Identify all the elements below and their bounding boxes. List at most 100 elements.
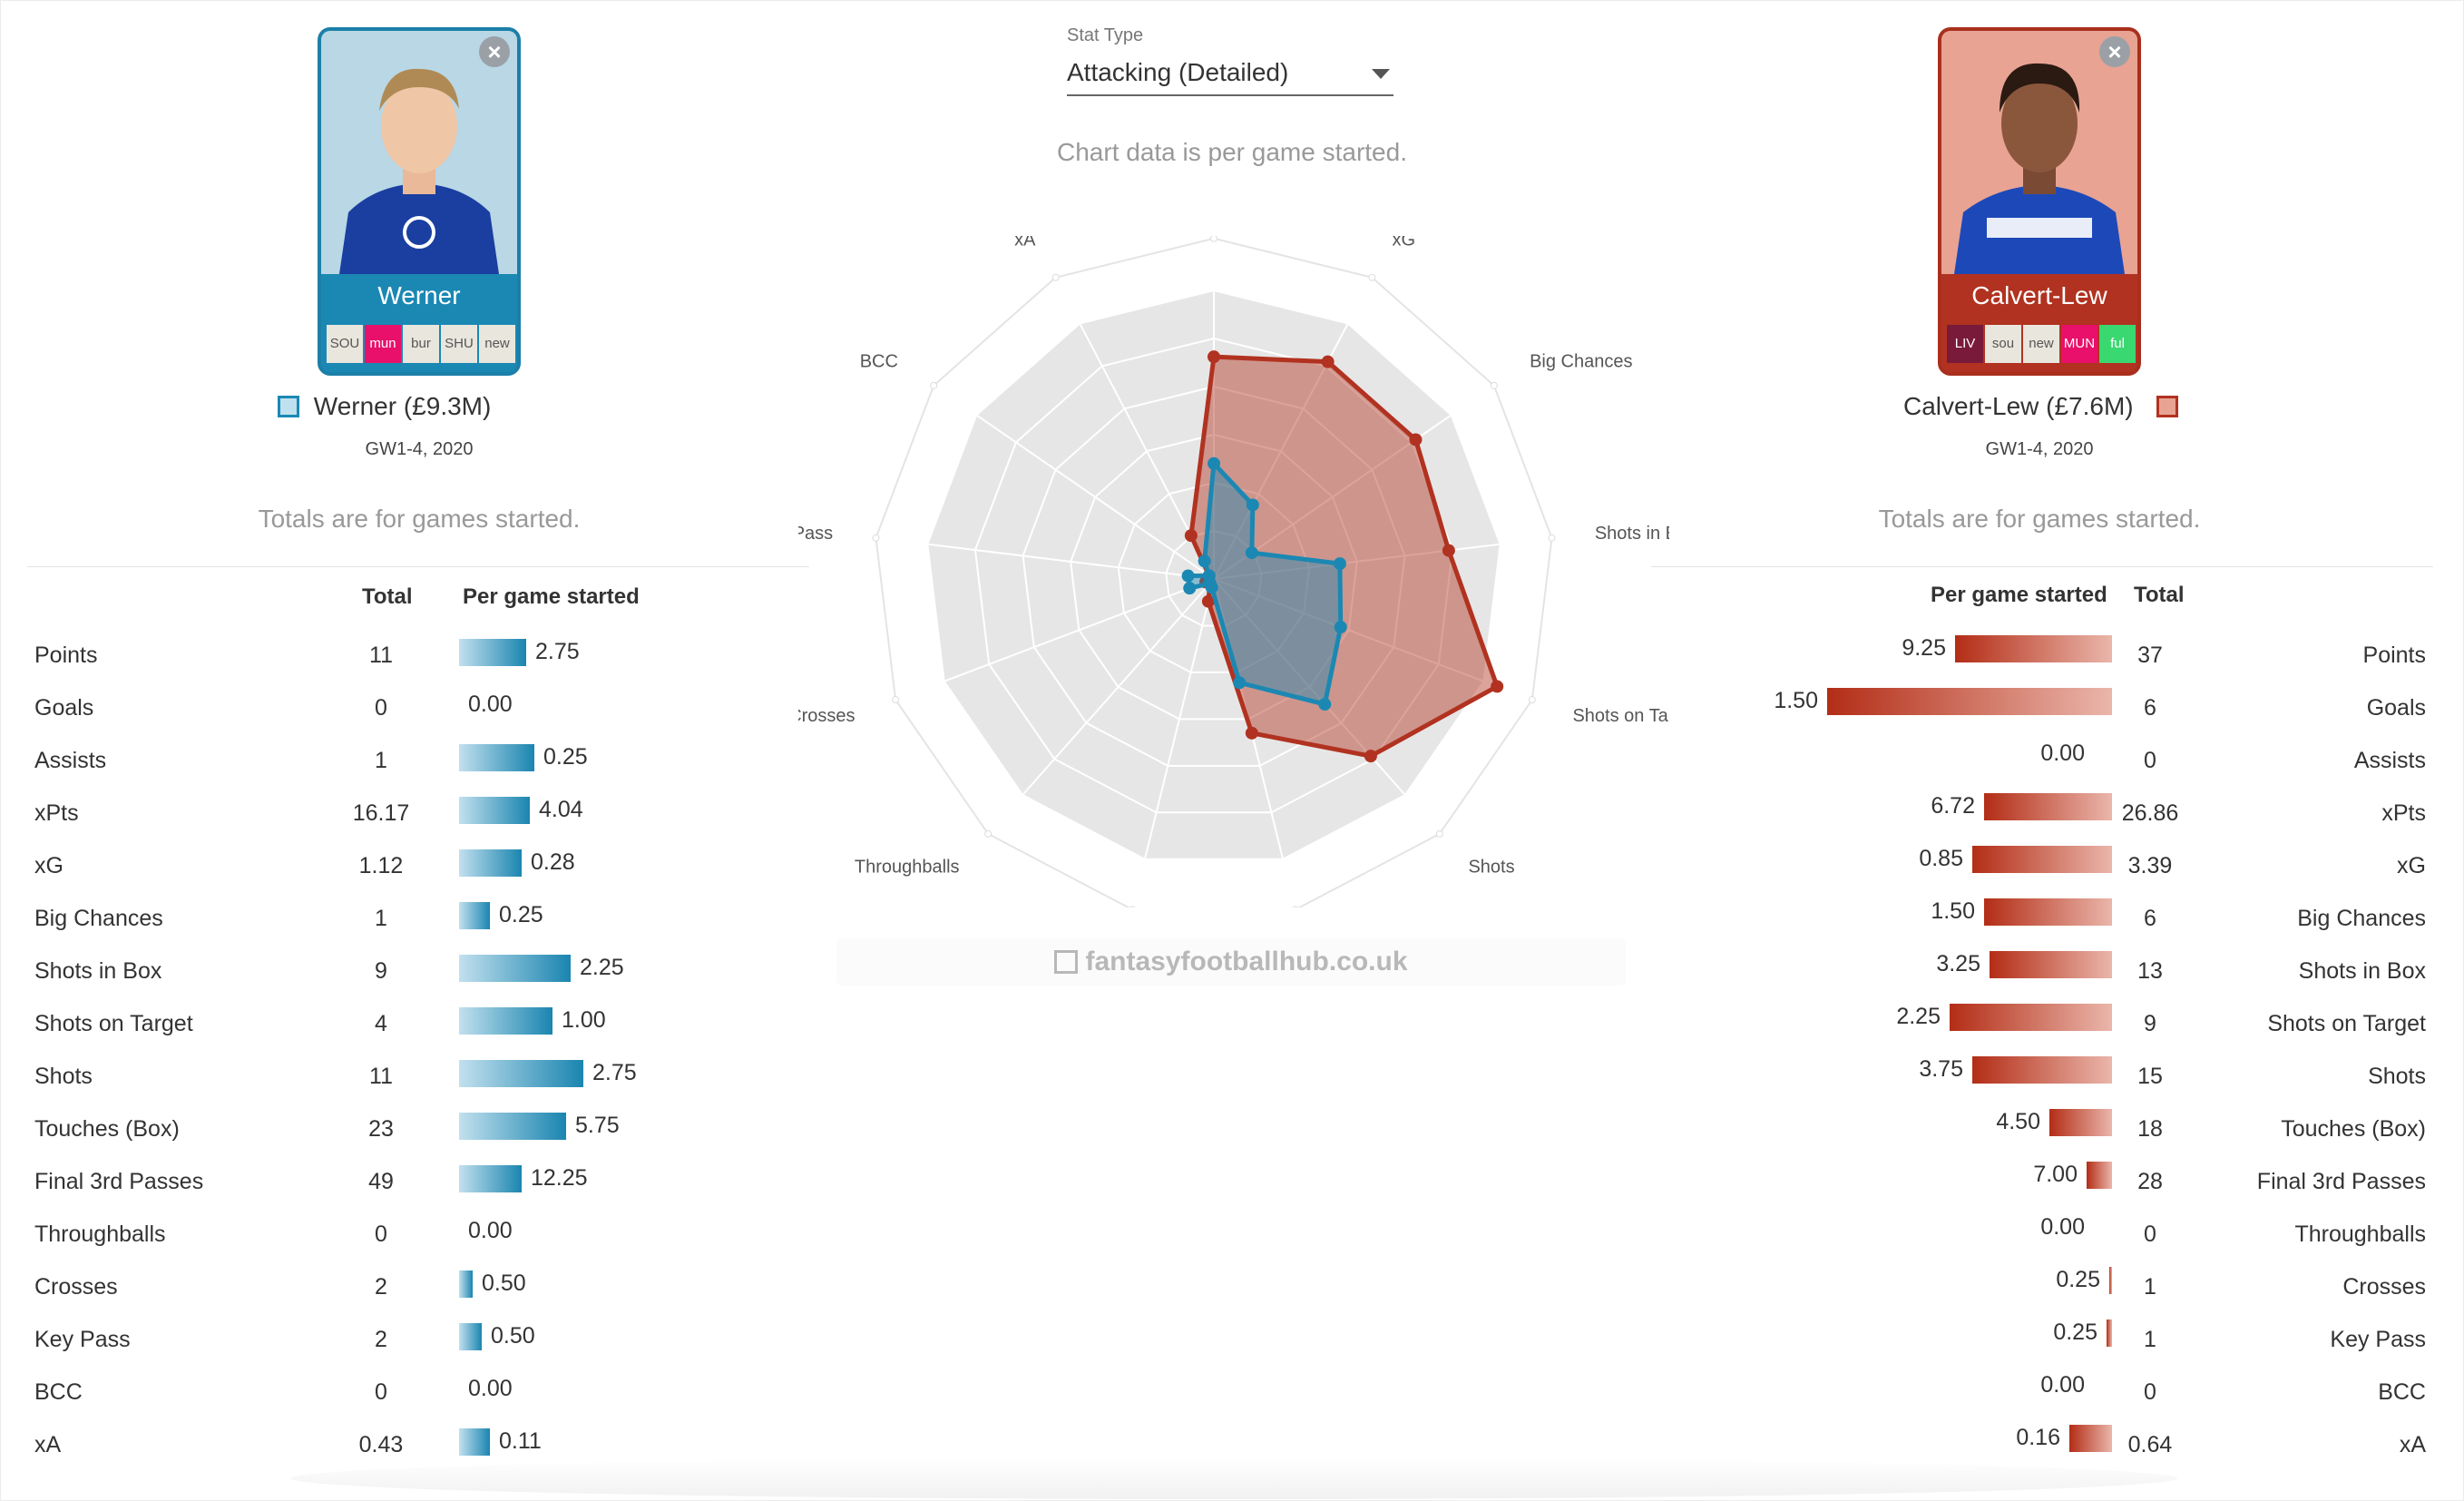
fixture-badge-left: SHU bbox=[441, 325, 477, 363]
legend-left[interactable]: Werner (£9.3M) bbox=[278, 392, 491, 421]
stat-per-game: 0.25 bbox=[543, 744, 588, 770]
stat-per-game: 1.50 bbox=[1931, 898, 1975, 924]
table-row-left: Final 3rd Passes 49 12.25 bbox=[27, 1162, 809, 1214]
radar-point bbox=[1245, 546, 1258, 560]
radar-spoke-dot bbox=[1490, 381, 1498, 389]
stat-total: 1 bbox=[2144, 1327, 2156, 1352]
table-row-right: 0.00 0 BCC bbox=[1651, 1372, 2433, 1425]
table-row-right: 4.50 18 Touches (Box) bbox=[1651, 1109, 2433, 1162]
stat-per-game: 3.25 bbox=[1936, 951, 1980, 976]
radar-spoke bbox=[1054, 277, 1215, 580]
stat-label: Assists bbox=[2353, 748, 2426, 773]
fixture-badge-right: LIV bbox=[1947, 325, 1983, 363]
player-card-right[interactable]: Calvert-Lew × LIV sou new MUN ful bbox=[1938, 27, 2141, 376]
stat-total: 11 bbox=[369, 643, 393, 668]
table-right-header-total: Total bbox=[2134, 583, 2185, 607]
stat-total: 49 bbox=[368, 1169, 394, 1194]
stat-total: 18 bbox=[2137, 1116, 2163, 1142]
remove-player-left-icon[interactable]: × bbox=[479, 36, 510, 67]
stat-per-game: 6.72 bbox=[1931, 793, 1975, 819]
radar-axis-label: xG bbox=[1393, 236, 1416, 250]
table-row-right: 0.25 1 Key Pass bbox=[1651, 1320, 2433, 1372]
radar-point bbox=[1181, 569, 1195, 583]
stat-per-game: 0.50 bbox=[482, 1270, 526, 1296]
radar-spoke-dot bbox=[1051, 273, 1060, 281]
radar-point bbox=[1334, 620, 1347, 633]
stat-per-game: 0.50 bbox=[491, 1323, 535, 1349]
stat-total: 1.12 bbox=[358, 853, 404, 878]
stat-total: 37 bbox=[2137, 643, 2163, 668]
stat-bar bbox=[459, 1165, 522, 1192]
stat-label: Shots bbox=[34, 1064, 93, 1089]
radar-axis-label: Key Pass bbox=[798, 524, 833, 544]
stat-type-select[interactable]: Attacking (Detailed) bbox=[1067, 53, 1393, 96]
stat-per-game: 0.25 bbox=[2056, 1267, 2100, 1292]
table-row-right: 0.85 3.39 xG bbox=[1651, 846, 2433, 898]
remove-player-right-icon[interactable]: × bbox=[2099, 36, 2130, 67]
stat-type-value: Attacking (Detailed) bbox=[1067, 58, 1289, 86]
player-card-left[interactable]: Werner × SOU mun bur SHU new bbox=[318, 27, 521, 376]
table-right-header-per-game: Per game started bbox=[1931, 583, 2107, 607]
stat-per-game: 0.25 bbox=[499, 902, 543, 927]
stat-per-game: 1.50 bbox=[1774, 688, 1818, 713]
stat-label: xA bbox=[34, 1432, 62, 1457]
radar-axis-label: Big Chances bbox=[1530, 352, 1632, 372]
radar-point bbox=[1233, 676, 1247, 690]
table-row-left: Touches (Box) 23 5.75 bbox=[27, 1109, 809, 1162]
radar-spoke-dot bbox=[1548, 534, 1556, 542]
table-row-right: 2.25 9 Shots on Target bbox=[1651, 1004, 2433, 1056]
stat-total: 4 bbox=[375, 1011, 387, 1036]
player-photo-left bbox=[321, 31, 517, 274]
table-row-left: xG 1.12 0.28 bbox=[27, 846, 809, 898]
radar-point bbox=[1202, 569, 1216, 583]
player-card-name-left: Werner bbox=[377, 281, 461, 309]
radar-spoke bbox=[1213, 536, 1552, 580]
stat-bar bbox=[459, 902, 490, 929]
legend-text-left: Werner (£9.3M) bbox=[313, 392, 492, 420]
table-row-left: Assists 1 0.25 bbox=[27, 741, 809, 793]
stat-label: xPts bbox=[34, 800, 79, 826]
watermark: fantasyfootballhub.co.uk bbox=[836, 938, 1626, 986]
stat-total: 0 bbox=[2144, 1221, 2156, 1247]
stat-label: Shots on Target bbox=[2267, 1011, 2426, 1036]
stat-total: 0.64 bbox=[2127, 1432, 2173, 1457]
radar-axis-label: BCC bbox=[860, 352, 898, 372]
radar-point bbox=[1364, 750, 1377, 763]
stat-label: Shots on Target bbox=[34, 1011, 193, 1036]
stat-total: 9 bbox=[2144, 1011, 2156, 1036]
radar-axis-label: Throughballs bbox=[855, 858, 960, 878]
stat-per-game: 2.75 bbox=[535, 639, 580, 664]
radar-spoke-dot bbox=[1210, 236, 1217, 242]
stat-bar bbox=[459, 1113, 566, 1140]
radar-point bbox=[1491, 680, 1504, 693]
stat-bar bbox=[2107, 1320, 2112, 1347]
stat-total: 6 bbox=[2144, 906, 2156, 931]
stat-per-game: 4.04 bbox=[539, 797, 583, 822]
radar-point bbox=[1201, 594, 1215, 608]
stat-bar bbox=[459, 955, 571, 982]
period-right: GW1-4, 2020 bbox=[1985, 439, 2094, 459]
fixture-badge-right: MUN bbox=[2061, 325, 2097, 363]
stat-total: 16.17 bbox=[352, 800, 410, 826]
player-photo-right bbox=[1941, 31, 2137, 274]
stat-per-game: 0.11 bbox=[499, 1428, 542, 1454]
radar-spoke bbox=[1213, 578, 1533, 701]
radar-point bbox=[1198, 554, 1211, 568]
stat-per-game: 2.25 bbox=[580, 955, 624, 980]
stat-total: 0 bbox=[2144, 748, 2156, 773]
totals-note-right: Totals are for games started. bbox=[1878, 505, 2201, 533]
table-left-header-total: Total bbox=[362, 584, 413, 609]
stat-bar bbox=[1984, 793, 2112, 820]
stat-label: Touches (Box) bbox=[34, 1116, 180, 1142]
stat-label: Shots in Box bbox=[2298, 958, 2426, 984]
stat-per-game: 0.00 bbox=[2040, 741, 2085, 766]
stat-label: Big Chances bbox=[34, 906, 163, 931]
legend-right[interactable]: Calvert-Lew (£7.6M) bbox=[1903, 392, 2179, 421]
table-left-top-border bbox=[27, 566, 809, 567]
stat-label: Final 3rd Passes bbox=[2256, 1169, 2426, 1194]
radar-spoke bbox=[875, 536, 1215, 580]
chevron-down-icon bbox=[1372, 69, 1390, 79]
table-row-right: 3.25 13 Shots in Box bbox=[1651, 951, 2433, 1004]
stat-per-game: 5.75 bbox=[575, 1113, 620, 1138]
fixture-strip-right: LIV sou new MUN ful bbox=[1947, 325, 2136, 363]
